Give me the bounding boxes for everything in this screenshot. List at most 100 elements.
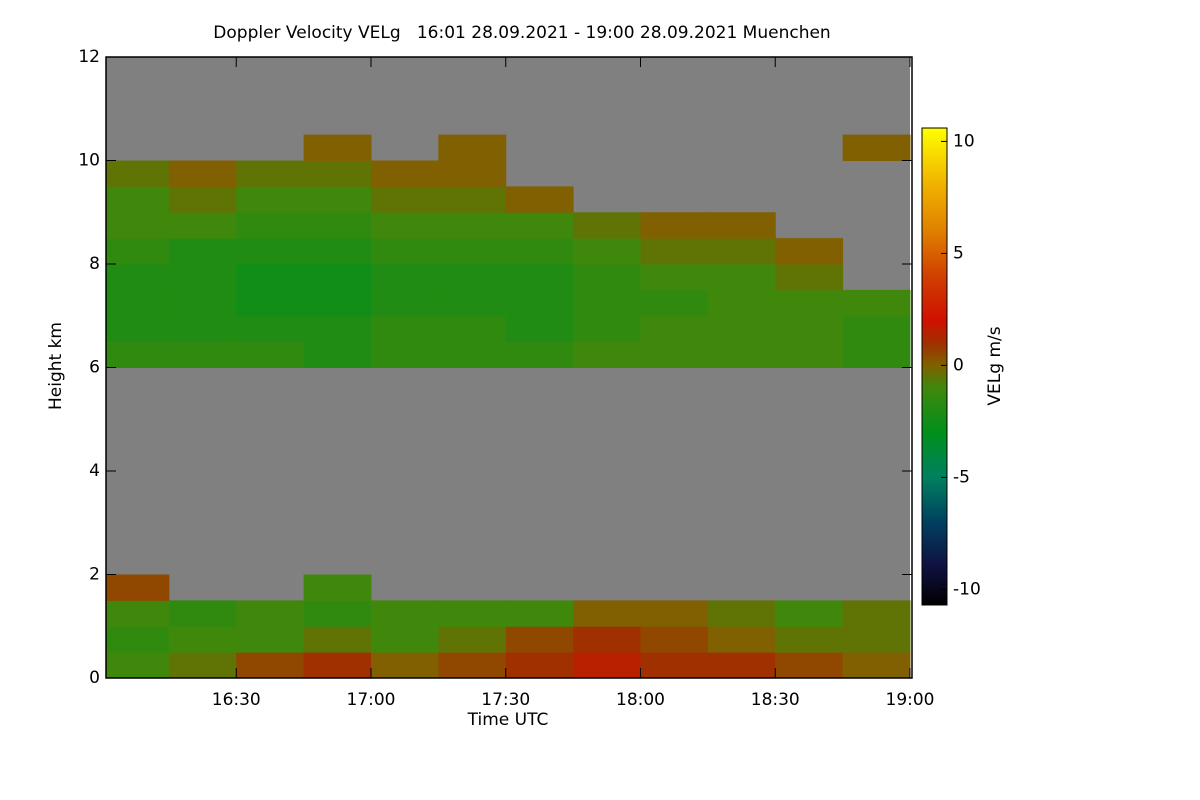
heatmap-cell: [168, 626, 237, 653]
heatmap-cell: [106, 341, 170, 368]
heatmap-cell: [106, 652, 170, 679]
heatmap-cell: [573, 315, 642, 343]
heatmap-cell: [438, 341, 507, 368]
y-tick-label: 12: [78, 47, 100, 67]
heatmap-cell: [438, 186, 507, 213]
heatmap-cell: [168, 264, 237, 291]
heatmap-cell: [168, 238, 237, 265]
heatmap-cell: [168, 315, 237, 343]
heatmap-cell: [236, 626, 305, 653]
y-tick-label: 2: [89, 565, 100, 585]
heatmap-cell: [236, 600, 305, 627]
heatmap-cell: [168, 600, 237, 627]
heatmap-cell: [573, 341, 642, 368]
heatmap-cell: [168, 212, 237, 239]
heatmap-cell: [438, 160, 507, 187]
heatmap-cell: [371, 160, 439, 187]
heatmap-cell: [505, 341, 574, 368]
heatmap-cell: [438, 600, 507, 627]
heatmap-cell: [371, 315, 439, 343]
heatmap-cell: [303, 264, 372, 291]
colorbar-tick-label: 10: [953, 131, 975, 151]
y-tick-label: 0: [89, 668, 100, 688]
heatmap-cell: [775, 264, 844, 291]
heatmap-cell: [505, 264, 574, 291]
heatmap-cell: [842, 134, 911, 161]
heatmap-cell: [236, 212, 305, 239]
heatmap-cell: [505, 289, 574, 317]
colorbar-tick-label: -10: [953, 579, 981, 599]
heatmap-cell: [842, 652, 911, 679]
heatmap-cell: [438, 626, 507, 653]
heatmap-cell: [775, 341, 844, 368]
heatmap-cell: [640, 341, 709, 368]
heatmap-cell: [505, 238, 574, 265]
colorbar: [921, 127, 948, 606]
heatmap-cell: [842, 315, 911, 343]
heatmap-cell: [505, 212, 574, 239]
heatmap-cell: [168, 289, 237, 317]
x-tick-label: 18:30: [751, 690, 800, 710]
colorbar-tick-label: 0: [953, 355, 964, 375]
heatmap-cell: [303, 289, 372, 317]
heatmap-cell: [106, 574, 170, 601]
heatmap-cell: [168, 341, 237, 368]
heatmap-cell: [438, 212, 507, 239]
heatmap-cell: [842, 600, 911, 627]
heatmap-cell: [371, 600, 439, 627]
heatmap-cell: [106, 315, 170, 343]
heatmap-cell: [775, 600, 844, 627]
x-tick-label: 18:00: [616, 690, 665, 710]
heatmap-cell: [236, 160, 305, 187]
heatmap-cell: [371, 238, 439, 265]
heatmap-cell: [303, 315, 372, 343]
heatmap-cell: [438, 315, 507, 343]
y-tick-label: 8: [89, 254, 100, 274]
heatmap-cell: [573, 212, 642, 239]
heatmap-cell: [168, 652, 237, 679]
heatmap-cell: [303, 212, 372, 239]
heatmap-cell: [438, 264, 507, 291]
heatmap-cell: [371, 341, 439, 368]
heatmap-cell: [303, 186, 372, 213]
heatmap-cell: [707, 212, 776, 239]
chart-title: Doppler Velocity VELg 16:01 28.09.2021 -…: [213, 23, 830, 43]
heatmap-cell: [775, 652, 844, 679]
heatmap-cell: [106, 626, 170, 653]
colorbar-label: VELg m/s: [985, 326, 1005, 405]
heatmap-cell: [775, 238, 844, 265]
heatmap-cell: [505, 652, 574, 679]
y-tick-label: 4: [89, 461, 100, 481]
x-tick-label: 19:00: [886, 690, 935, 710]
heatmap-cell: [842, 626, 911, 653]
heatmap-cell: [371, 652, 439, 679]
heatmap-cell: [106, 264, 170, 291]
heatmap-cell: [707, 238, 776, 265]
heatmap-cell: [236, 264, 305, 291]
y-tick-label: 6: [89, 358, 100, 378]
heatmap-cell: [438, 289, 507, 317]
heatmap-cell: [775, 289, 844, 317]
heatmap-cell: [303, 626, 372, 653]
x-tick-label: 17:30: [481, 690, 530, 710]
heatmap-cell: [707, 315, 776, 343]
heatmap-cell: [168, 160, 237, 187]
heatmap-cell: [236, 652, 305, 679]
heatmap-cell: [842, 341, 911, 368]
heatmap-cell: [371, 626, 439, 653]
heatmap-cell: [371, 212, 439, 239]
heatmap-cell: [640, 626, 709, 653]
heatmap-cell: [106, 600, 170, 627]
heatmap-cell: [640, 315, 709, 343]
heatmap-cell: [303, 341, 372, 368]
heatmap-cell: [106, 160, 170, 187]
heatmap-cell: [106, 238, 170, 265]
heatmap-cell: [707, 264, 776, 291]
heatmap-cell: [371, 289, 439, 317]
heatmap-cell: [775, 626, 844, 653]
heatmap-cell: [106, 289, 170, 317]
heatmap-cell: [236, 186, 305, 213]
heatmap-cell: [438, 652, 507, 679]
heatmap-cell: [303, 574, 372, 601]
